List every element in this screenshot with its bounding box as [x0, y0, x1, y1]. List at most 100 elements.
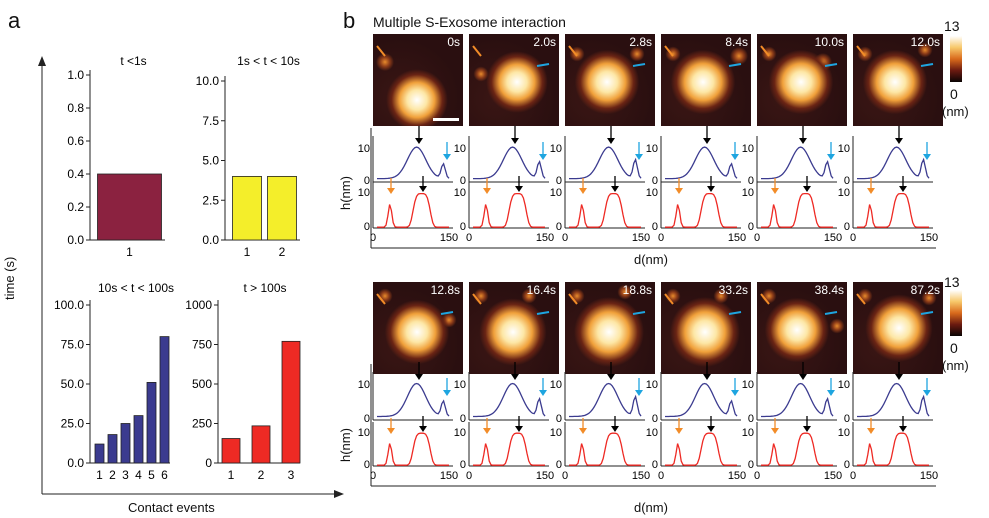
profile-ytick-label: 0	[364, 175, 370, 187]
blue-profile-line	[665, 382, 738, 418]
profile-ytick-label: 0	[748, 413, 754, 425]
profile-xtick-label: 150	[824, 232, 842, 244]
profile-xtick-label: 0	[562, 232, 568, 244]
blue-arrowhead	[827, 390, 835, 396]
frame-time-label: 2.8s	[629, 35, 652, 49]
afm-frame: 10.0s	[757, 34, 847, 126]
profile-ytick-label: 10	[646, 143, 658, 155]
x-tick-label: 2	[279, 245, 286, 259]
blue-arrow	[728, 311, 742, 315]
profile-ytick-label: 10	[742, 379, 754, 391]
red-profile-line	[665, 432, 737, 466]
profile-xtick-label: 150	[632, 232, 650, 244]
blue-profile-line	[473, 146, 546, 180]
frame-time-label: 33.2s	[718, 283, 748, 297]
y-tick-label: 0.0	[202, 233, 219, 247]
afm-frame: 8.4s	[661, 34, 751, 126]
bar	[267, 175, 297, 241]
frame-arrows	[760, 45, 838, 67]
y-tick-label: 100.0	[54, 298, 84, 312]
blue-arrowhead	[923, 390, 931, 396]
black-arrowhead	[707, 186, 715, 192]
colorbar-bottom	[950, 290, 962, 336]
bar-chart-4: t > 100s 1000 750 500 250 0 1 2 3	[185, 281, 301, 482]
red-profile-line	[857, 192, 929, 228]
orange-arrow	[856, 293, 866, 305]
profile-ytick-label: 0	[844, 459, 850, 471]
black-arrowhead	[703, 374, 711, 380]
y-tick-label: 1000	[185, 298, 212, 312]
profile-ytick-label: 0	[844, 175, 850, 187]
blue-arrowhead	[539, 154, 547, 160]
profile-xtick-label: 0	[562, 470, 568, 482]
profile-ytick-label: 0	[460, 175, 466, 187]
afm-frame: 2.8s	[565, 34, 655, 126]
x-tick-label: 1	[126, 245, 133, 259]
blue-arrowhead	[731, 154, 739, 160]
frame-arrows	[376, 45, 386, 57]
profile-xtick-label: 150	[728, 232, 746, 244]
frame-time-label: 8.4s	[725, 35, 748, 49]
blue-arrow	[536, 311, 550, 315]
profile-ytick-label: 10	[838, 379, 850, 391]
blue-arrow	[536, 63, 550, 67]
bar-chart-1: t <1s 1.0 0.8 0.6 0.4 0.2 0.0 1	[67, 54, 165, 259]
bar	[146, 382, 157, 464]
profile-xtick-label: 150	[824, 470, 842, 482]
y-tick-label: 0.0	[67, 456, 84, 470]
profile-ytick-label: 0	[652, 221, 658, 233]
afm-frame: 16.4s	[469, 282, 559, 374]
blue-arrow	[920, 311, 934, 315]
frame-time-label: 38.4s	[814, 283, 844, 297]
blue-profile-line	[761, 382, 834, 418]
colorbar-bottom-max: 13	[944, 274, 960, 290]
profile-ytick-label: 10	[358, 427, 370, 439]
profile-xtick-label: 0	[754, 470, 760, 482]
profile-ytick-label: 10	[454, 427, 466, 439]
frame-arrows	[760, 293, 838, 315]
blue-profile-line	[569, 382, 642, 418]
bar	[133, 415, 144, 464]
profile-ytick-label: 0	[556, 175, 562, 187]
bar	[94, 443, 105, 464]
bar	[107, 434, 118, 464]
black-arrowhead	[611, 186, 619, 192]
frame-arrows	[472, 45, 550, 67]
profile-xlabel-top: d(nm)	[634, 252, 668, 267]
afm-frame: 0s	[373, 34, 463, 126]
profile-xtick-label: 0	[370, 470, 376, 482]
orange-arrowhead	[771, 428, 779, 434]
blue-arrowhead	[443, 154, 451, 160]
scale-bar	[433, 118, 459, 121]
x-axis-arrowhead	[334, 490, 344, 498]
profile-xtick-label: 150	[440, 470, 458, 482]
frame-arrows	[664, 293, 742, 315]
blue-arrow	[632, 311, 646, 315]
profile-xlabel-bottom: d(nm)	[634, 500, 668, 515]
black-arrowhead	[515, 186, 523, 192]
x-tick-label: 2	[109, 468, 116, 482]
blue-profile-line	[761, 146, 834, 180]
orange-arrowhead	[579, 428, 587, 434]
afm-frame: 33.2s	[661, 282, 751, 374]
profile-xtick-label: 0	[466, 232, 472, 244]
red-profile-line	[857, 432, 929, 466]
afm-frame: 2.0s	[469, 34, 559, 126]
frame-arrows	[856, 293, 934, 315]
panel-b-title: Multiple S-Exosome interaction	[373, 14, 566, 30]
black-arrowhead	[415, 374, 423, 380]
black-arrowhead	[703, 138, 711, 144]
profile-xtick-label: 0	[466, 470, 472, 482]
profile-ytick-label: 10	[646, 379, 658, 391]
blue-profile-line	[857, 382, 930, 418]
black-arrowhead	[899, 186, 907, 192]
blue-arrow	[920, 63, 934, 67]
profile-ytick-label: 0	[844, 413, 850, 425]
profile-ytick-label: 10	[742, 143, 754, 155]
